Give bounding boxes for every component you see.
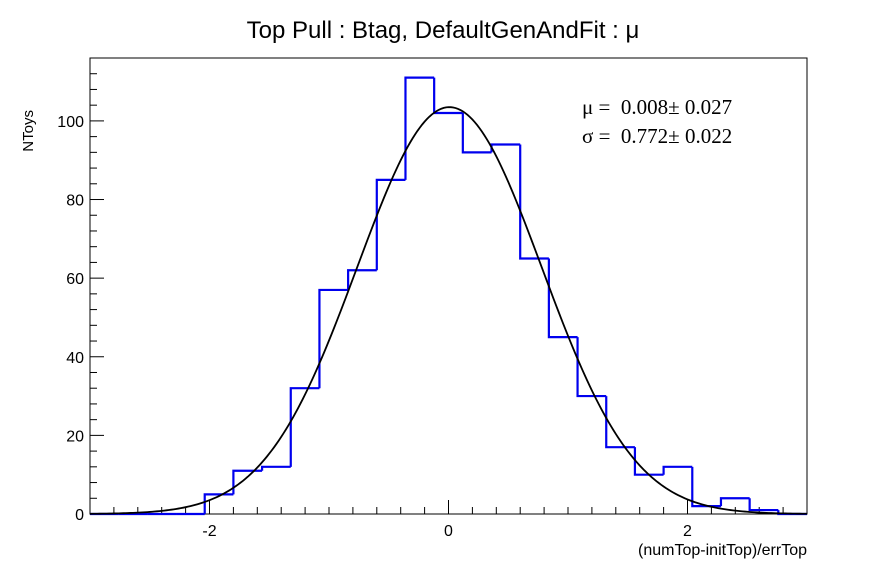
y-tick-label: 100 [57, 114, 84, 131]
x-tick-label: -2 [202, 523, 216, 540]
histogram-bin [519, 144, 549, 260]
histogram-bin [289, 387, 320, 467]
histogram-bin [404, 76, 435, 180]
histogram-bin [691, 466, 721, 508]
histogram-bin [318, 288, 349, 389]
histogram-bin [719, 497, 750, 507]
histogram-bin [347, 269, 377, 290]
y-tick-label: 60 [66, 271, 84, 288]
x-axis: -2 0 2 [89, 500, 808, 540]
stats-sigma: σ = 0.772± 0.022 [582, 124, 732, 148]
x-axis-label: (numTop-initTop)/errTop [638, 542, 807, 559]
histogram-bin [633, 447, 664, 476]
histogram-bin [662, 465, 693, 475]
histogram-bin [461, 113, 492, 154]
y-tick-label: 40 [66, 350, 84, 367]
x-tick-label: 2 [683, 523, 692, 540]
histogram-bin [232, 469, 263, 495]
histogram-bin [260, 465, 291, 471]
y-tick-label: 0 [75, 507, 84, 524]
histogram-bin [605, 396, 635, 449]
y-tick-label: 80 [66, 193, 84, 210]
gaussian-fit-curve [89, 106, 808, 515]
chart-title: Top Pull : Btag, DefaultGenAndFit : μ [247, 17, 640, 44]
y-axis: 0 20 40 60 80 100 [57, 57, 104, 524]
stats-mu: μ = 0.008± 0.027 [582, 95, 732, 119]
histogram-bin [375, 178, 406, 271]
x-tick-label: 0 [444, 523, 453, 540]
histogram-bin [490, 143, 521, 153]
y-tick-label: 20 [66, 428, 84, 445]
histogram-bin [748, 498, 779, 512]
y-axis-label: NToys [20, 110, 37, 152]
